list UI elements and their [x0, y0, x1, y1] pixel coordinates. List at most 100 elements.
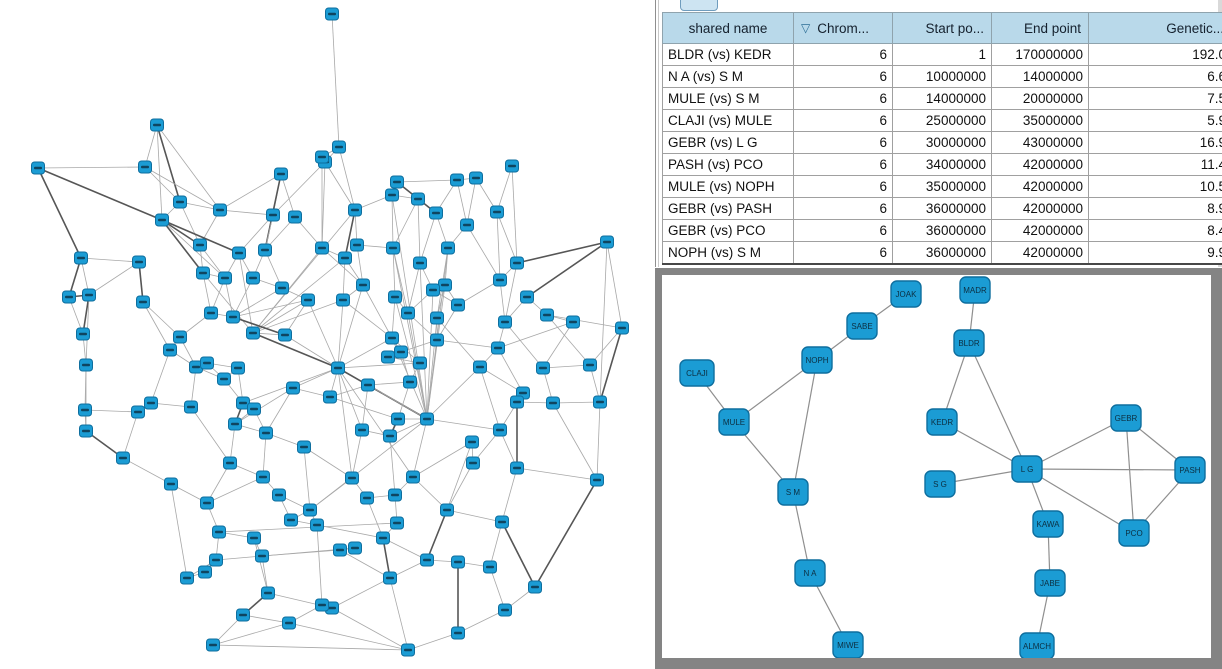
network-node[interactable]: [386, 241, 400, 255]
network-node[interactable]: [78, 403, 92, 417]
network-node[interactable]: [303, 503, 317, 517]
network-node[interactable]: [193, 238, 207, 252]
network-node[interactable]: [180, 571, 194, 585]
network-node[interactable]: [331, 361, 345, 375]
network-node[interactable]: [232, 246, 246, 260]
network-edge-LG-PCO[interactable]: [1026, 468, 1135, 534]
network-node[interactable]: [236, 608, 250, 622]
sort-triangle-icon[interactable]: ▽: [801, 21, 811, 35]
network-node[interactable]: [336, 293, 350, 307]
network-node[interactable]: [325, 7, 339, 21]
network-node[interactable]: [223, 456, 237, 470]
network-edge-LG-PASH[interactable]: [1026, 468, 1191, 471]
network-node[interactable]: [540, 308, 554, 322]
network-node[interactable]: [355, 423, 369, 437]
network-edge-NOPH-SM[interactable]: [792, 359, 818, 493]
network-node[interactable]: [138, 160, 152, 174]
network-node[interactable]: [258, 243, 272, 257]
network-node[interactable]: [498, 603, 512, 617]
network-node[interactable]: [465, 435, 479, 449]
network-node[interactable]: [297, 440, 311, 454]
network-node[interactable]: [200, 496, 214, 510]
network-node[interactable]: [450, 173, 464, 187]
network-node[interactable]: [62, 290, 76, 304]
network-node[interactable]: [566, 315, 580, 329]
network-node[interactable]: [510, 256, 524, 270]
network-node[interactable]: [438, 278, 452, 292]
network-node[interactable]: [231, 361, 245, 375]
network-node[interactable]: [144, 396, 158, 410]
network-node[interactable]: [288, 210, 302, 224]
network-node[interactable]: [228, 417, 242, 431]
node-JABE[interactable]: JABE: [1034, 569, 1066, 597]
network-node[interactable]: [116, 451, 130, 465]
network-node[interactable]: [155, 213, 169, 227]
network-node[interactable]: [247, 531, 261, 545]
network-node[interactable]: [388, 290, 402, 304]
network-node[interactable]: [498, 315, 512, 329]
network-node[interactable]: [536, 361, 550, 375]
network-node[interactable]: [131, 405, 145, 419]
network-node[interactable]: [356, 278, 370, 292]
network-node[interactable]: [333, 543, 347, 557]
network-node[interactable]: [272, 488, 286, 502]
network-node[interactable]: [411, 192, 425, 206]
network-edge-GEBR-PCO[interactable]: [1125, 417, 1135, 534]
network-node[interactable]: [350, 238, 364, 252]
network-node[interactable]: [278, 328, 292, 342]
network-node[interactable]: [451, 626, 465, 640]
node-BLDR[interactable]: BLDR: [953, 329, 985, 357]
network-node[interactable]: [275, 281, 289, 295]
network-node[interactable]: [390, 516, 404, 530]
network-node[interactable]: [360, 491, 374, 505]
network-node[interactable]: [510, 461, 524, 475]
network-node[interactable]: [315, 598, 329, 612]
network-node[interactable]: [259, 426, 273, 440]
network-node[interactable]: [361, 378, 375, 392]
column-header-end-point[interactable]: End point: [991, 12, 1089, 44]
network-node[interactable]: [338, 251, 352, 265]
network-node[interactable]: [376, 531, 390, 545]
node-KAWA[interactable]: KAWA: [1032, 510, 1064, 538]
network-node[interactable]: [495, 515, 509, 529]
network-node[interactable]: [520, 290, 534, 304]
node-PASH[interactable]: PASH: [1174, 456, 1206, 484]
network-node[interactable]: [315, 241, 329, 255]
network-node[interactable]: [401, 306, 415, 320]
network-node[interactable]: [217, 372, 231, 386]
network-node[interactable]: [583, 358, 597, 372]
network-node[interactable]: [593, 395, 607, 409]
network-node[interactable]: [390, 175, 404, 189]
network-node[interactable]: [310, 518, 324, 532]
network-node[interactable]: [440, 503, 454, 517]
node-MADR[interactable]: MADR: [959, 276, 991, 304]
network-node[interactable]: [236, 396, 250, 410]
network-node[interactable]: [315, 150, 329, 164]
node-PCO[interactable]: PCO: [1118, 519, 1150, 547]
network-node[interactable]: [196, 266, 210, 280]
network-node[interactable]: [451, 298, 465, 312]
detail-network-canvas[interactable]: JOAK MADR SABE BLDR NOPH CLAJI GEBR MULE KEDR L G…: [662, 275, 1211, 658]
table-tab-fragment[interactable]: [680, 0, 718, 11]
network-node[interactable]: [198, 565, 212, 579]
network-node[interactable]: [286, 381, 300, 395]
network-node[interactable]: [615, 321, 629, 335]
network-node[interactable]: [510, 395, 524, 409]
node-MULE[interactable]: MULE: [718, 408, 750, 436]
network-node[interactable]: [274, 167, 288, 181]
network-node[interactable]: [491, 341, 505, 355]
node-SG[interactable]: S G: [924, 470, 956, 498]
network-node[interactable]: [31, 161, 45, 175]
network-node[interactable]: [388, 488, 402, 502]
network-node[interactable]: [483, 560, 497, 574]
network-node[interactable]: [401, 643, 415, 657]
network-node[interactable]: [528, 580, 542, 594]
column-header-chrom-[interactable]: ▽ Chrom...: [793, 12, 893, 44]
network-node[interactable]: [460, 218, 474, 232]
network-node[interactable]: [383, 429, 397, 443]
